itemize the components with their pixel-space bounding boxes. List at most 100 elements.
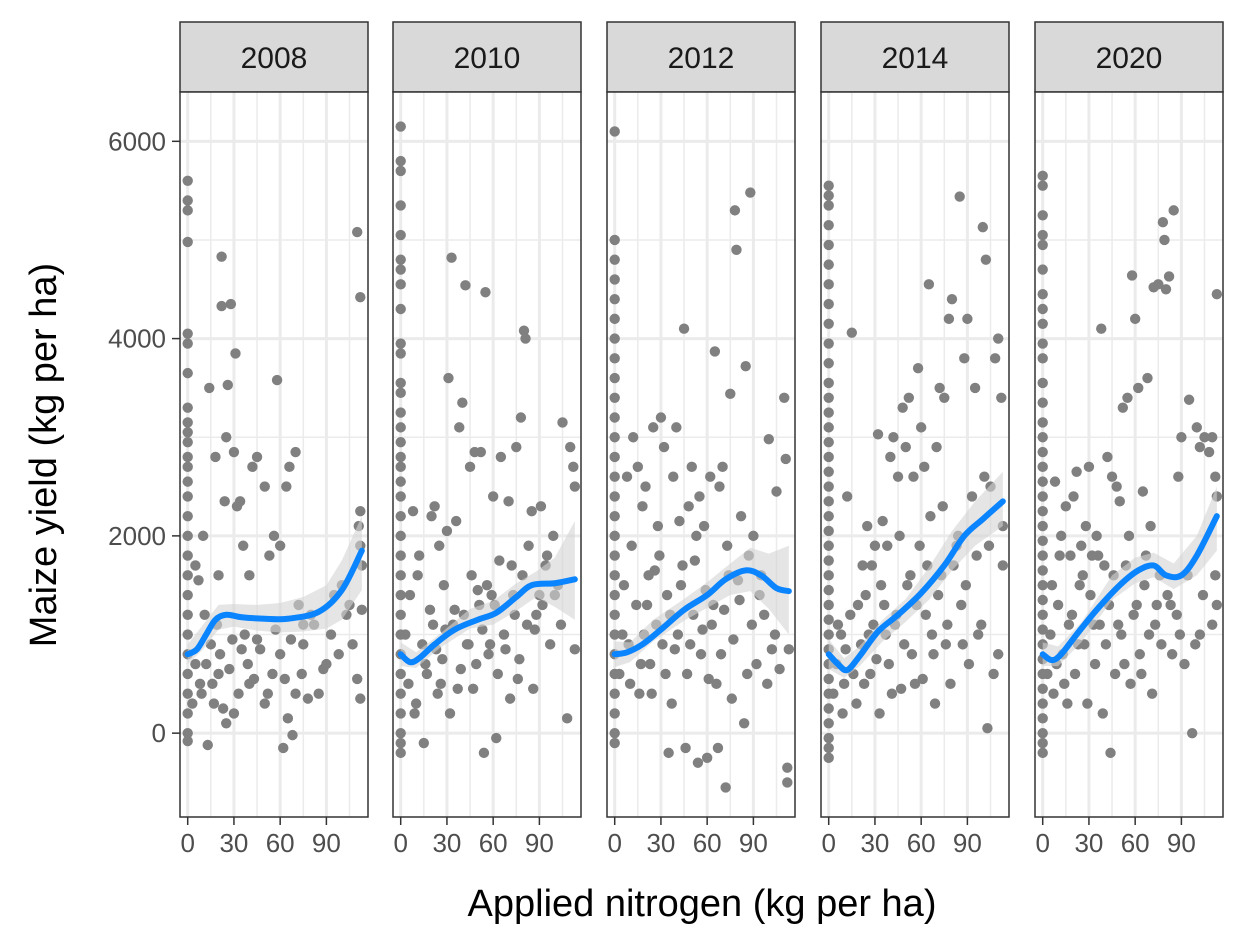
data-point xyxy=(1128,609,1139,620)
data-point xyxy=(412,570,423,581)
data-point xyxy=(823,718,834,729)
data-point xyxy=(963,658,975,670)
data-point xyxy=(823,525,834,537)
data-point xyxy=(837,708,848,719)
x-tick-label: 0 xyxy=(821,828,835,858)
data-point xyxy=(1133,382,1144,394)
data-point xyxy=(182,708,193,719)
data-point xyxy=(894,530,905,542)
data-point xyxy=(182,205,193,216)
data-point xyxy=(1145,520,1156,532)
data-point xyxy=(500,644,511,655)
data-point xyxy=(1199,432,1210,443)
data-point xyxy=(669,644,681,655)
data-point xyxy=(395,589,406,601)
panel-border xyxy=(179,91,369,818)
data-point xyxy=(865,668,876,680)
data-point xyxy=(1092,550,1104,561)
data-point xyxy=(395,708,406,719)
data-point xyxy=(395,348,406,359)
data-point xyxy=(823,200,834,211)
data-point xyxy=(695,649,707,660)
data-point xyxy=(1119,658,1130,670)
data-point xyxy=(427,619,439,630)
data-point xyxy=(678,323,690,334)
data-point xyxy=(227,634,238,645)
data-point xyxy=(182,175,193,186)
smooth-trend-line xyxy=(184,547,365,658)
data-point xyxy=(956,599,967,611)
data-point xyxy=(663,747,674,759)
data-point xyxy=(504,693,516,704)
data-point xyxy=(728,634,739,645)
data-point xyxy=(823,436,834,448)
data-point xyxy=(758,609,770,620)
facet-strip-label: 2020 xyxy=(1096,42,1163,75)
data-point xyxy=(463,639,474,650)
facet-panel-2014: 2014 0 30 60 90 xyxy=(820,21,1010,858)
data-point xyxy=(823,190,834,201)
data-point xyxy=(1080,520,1092,532)
data-point xyxy=(1052,599,1064,611)
data-point xyxy=(971,550,982,561)
data-point xyxy=(561,713,573,724)
data-point xyxy=(720,782,731,793)
data-point xyxy=(1179,658,1190,670)
data-point xyxy=(1049,476,1061,487)
data-point xyxy=(942,619,953,630)
panel-background xyxy=(1035,92,1223,817)
data-point xyxy=(449,604,460,616)
data-point xyxy=(395,451,406,463)
data-point xyxy=(1126,270,1138,281)
data-point xyxy=(621,471,633,482)
data-point xyxy=(230,348,241,359)
data-point xyxy=(823,673,834,685)
data-point xyxy=(644,658,656,670)
data-point xyxy=(395,338,406,349)
facet-strip xyxy=(392,21,582,93)
data-point xyxy=(609,471,620,482)
data-point xyxy=(217,703,229,714)
data-point xyxy=(1037,550,1048,561)
data-point xyxy=(1066,609,1078,620)
data-point xyxy=(395,407,406,418)
data-point xyxy=(466,570,477,581)
data-point xyxy=(823,358,834,369)
data-point xyxy=(1037,461,1048,473)
data-point xyxy=(734,594,745,606)
data-point xyxy=(609,727,620,739)
x-tick-label: 90 xyxy=(1167,828,1196,858)
data-point xyxy=(182,367,193,379)
data-point xyxy=(692,757,704,768)
data-point xyxy=(484,639,496,650)
x-tick-label: 60 xyxy=(907,828,936,858)
data-point xyxy=(472,584,483,596)
data-point xyxy=(565,441,576,453)
data-point xyxy=(395,510,406,522)
data-point xyxy=(290,446,301,458)
facet-strip-label: 2010 xyxy=(454,42,521,75)
data-point xyxy=(689,555,701,566)
facet-strip xyxy=(179,21,369,93)
data-point xyxy=(996,392,1007,403)
data-point xyxy=(882,540,893,551)
data-point xyxy=(395,737,406,749)
data-point xyxy=(182,530,193,542)
data-point xyxy=(434,540,445,551)
data-point xyxy=(318,663,329,675)
data-point xyxy=(746,619,758,630)
data-point xyxy=(609,333,620,344)
data-point xyxy=(221,432,232,443)
data-point xyxy=(1037,491,1048,502)
data-point xyxy=(1146,688,1158,699)
data-point xyxy=(1097,708,1109,719)
x-tick-label: 0 xyxy=(607,828,621,858)
data-point xyxy=(478,747,490,759)
data-point xyxy=(766,644,778,655)
data-point xyxy=(609,550,620,561)
facet-panel-2010: 2010 0 30 60 90 xyxy=(392,21,582,858)
data-point xyxy=(740,361,751,372)
data-point xyxy=(680,742,691,754)
data-point xyxy=(1037,579,1048,591)
data-point xyxy=(666,698,677,709)
